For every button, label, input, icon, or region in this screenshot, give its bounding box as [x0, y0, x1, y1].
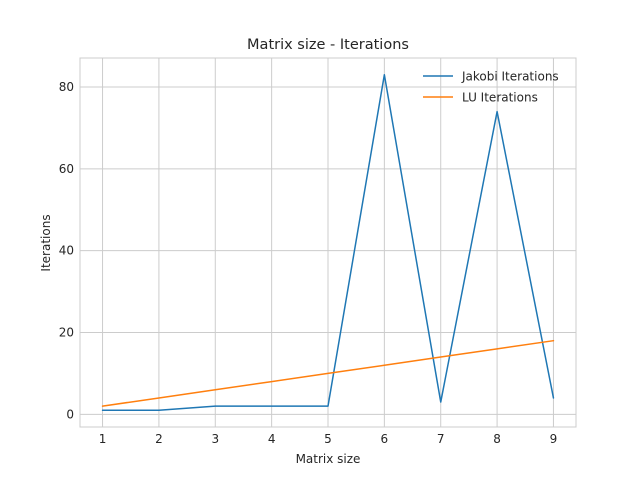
plot-frame — [79, 57, 577, 428]
x-tick-labels: 1 2 3 4 5 6 7 8 9 — [99, 432, 558, 446]
y-tick-label: 60 — [59, 162, 74, 176]
x-tick-label: 6 — [381, 432, 389, 446]
x-axis-label: Matrix size — [296, 452, 361, 466]
grid — [80, 58, 576, 427]
y-axis-label: Iterations — [39, 214, 53, 271]
y-tick-label: 20 — [59, 326, 74, 340]
series-line — [101, 339, 555, 407]
y-tick-labels: 0 20 40 60 80 — [59, 80, 74, 421]
series-line — [101, 74, 555, 411]
legend-label: Jakobi Iterations — [461, 70, 559, 84]
legend-label: LU Iterations — [462, 91, 538, 105]
series-layer — [101, 74, 555, 411]
x-tick-label: 5 — [324, 432, 332, 446]
y-tick-label: 0 — [66, 407, 74, 421]
x-tick-label: 8 — [493, 432, 501, 446]
x-tick-label: 3 — [211, 432, 219, 446]
x-tick-label: 2 — [155, 432, 163, 446]
x-tick-label: 9 — [550, 432, 558, 446]
x-tick-label: 4 — [268, 432, 276, 446]
legend: Jakobi Iterations LU Iterations — [423, 70, 559, 105]
y-tick-label: 40 — [59, 244, 74, 258]
y-tick-label: 80 — [59, 80, 74, 94]
chart-title: Matrix size - Iterations — [247, 37, 409, 53]
x-tick-label: 1 — [99, 432, 107, 446]
x-tick-label: 7 — [437, 432, 445, 446]
